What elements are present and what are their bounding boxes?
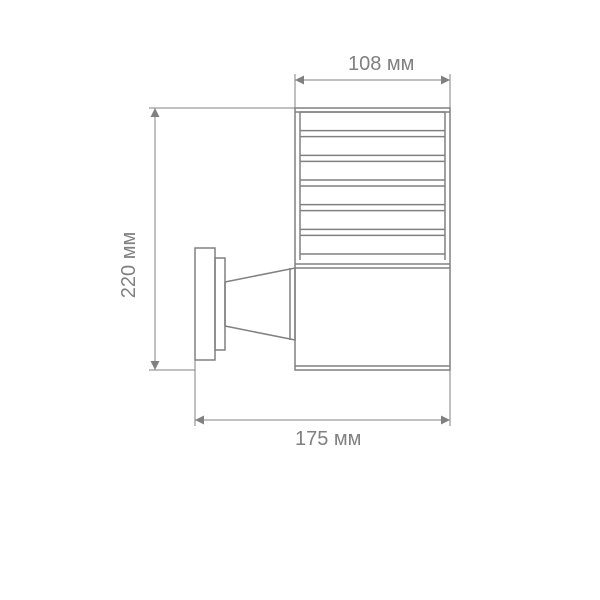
- dim-height-left: 220 мм: [118, 232, 140, 298]
- dim-width-bottom: 175 мм: [295, 428, 361, 450]
- lamp-body: [295, 108, 450, 370]
- bracket-arm: [225, 268, 295, 340]
- dim-width-top: 108 мм: [348, 53, 414, 75]
- mounting-plate: [195, 248, 215, 360]
- technical-drawing: 108 мм 175 мм 220 мм: [0, 0, 600, 600]
